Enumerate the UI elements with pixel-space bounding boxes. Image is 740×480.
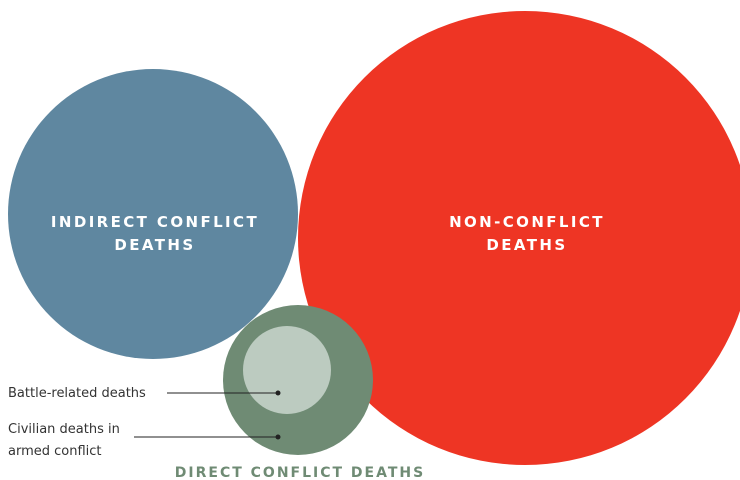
callout-label: armed conflict [8,444,102,459]
non-conflict-label: DEATHS [486,236,567,254]
non-conflict-label: NON-CONFLICT [449,213,605,231]
indirect-label: DEATHS [114,236,195,254]
battle-circle [243,326,331,414]
callout-label: Civilian deaths in [8,422,120,437]
callout-label: Battle-related deaths [8,386,146,401]
indirect-circle [8,69,298,359]
non-conflict-circle [298,11,740,465]
callout-dot [275,434,281,440]
indirect-label: INDIRECT CONFLICT [51,213,259,231]
direct-label: DIRECT CONFLICT DEATHS [175,465,425,480]
callout-dot [275,390,281,396]
